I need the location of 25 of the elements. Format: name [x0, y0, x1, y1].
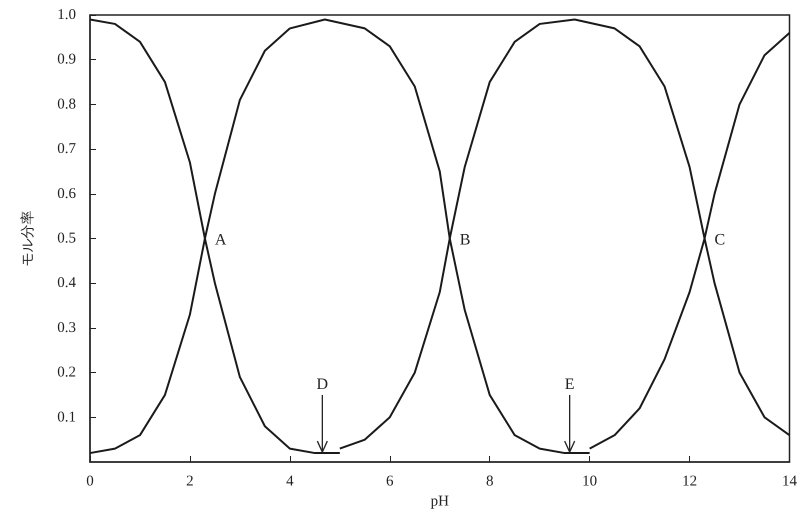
- y-axis-title: モル分率: [20, 210, 36, 266]
- x-tick-label: 6: [386, 474, 394, 490]
- annotation: E: [564, 376, 575, 393]
- y-tick-label: 0.4: [57, 275, 76, 292]
- x-tick-label: 14: [782, 474, 798, 490]
- annotation: D: [316, 376, 328, 393]
- annotation: A: [214, 232, 227, 248]
- x-tick-label: 8: [486, 474, 494, 490]
- x-tick-label: 2: [186, 474, 194, 490]
- y-tick-label: 0.9: [57, 52, 76, 68]
- y-tick-label: 0.2: [57, 364, 76, 381]
- x-axis-title: pH: [430, 494, 450, 510]
- x-tick-label: 4: [286, 474, 294, 490]
- y-tick-label: 0.6: [57, 186, 76, 202]
- y-tick-label: 0.8: [57, 96, 76, 112]
- annotation: B: [460, 232, 470, 248]
- y-tick-label: 0.1: [57, 409, 76, 426]
- y-tick-label: 1.0: [57, 7, 76, 23]
- y-tick-label: 0.5: [57, 230, 76, 246]
- x-tick-label: 0: [86, 474, 94, 490]
- y-tick-label: 0.7: [57, 141, 76, 158]
- annotation: C: [714, 232, 726, 248]
- y-tick-label: 0.3: [57, 320, 76, 336]
- x-tick-label: 10: [582, 474, 598, 490]
- x-tick-label: 12: [682, 474, 698, 490]
